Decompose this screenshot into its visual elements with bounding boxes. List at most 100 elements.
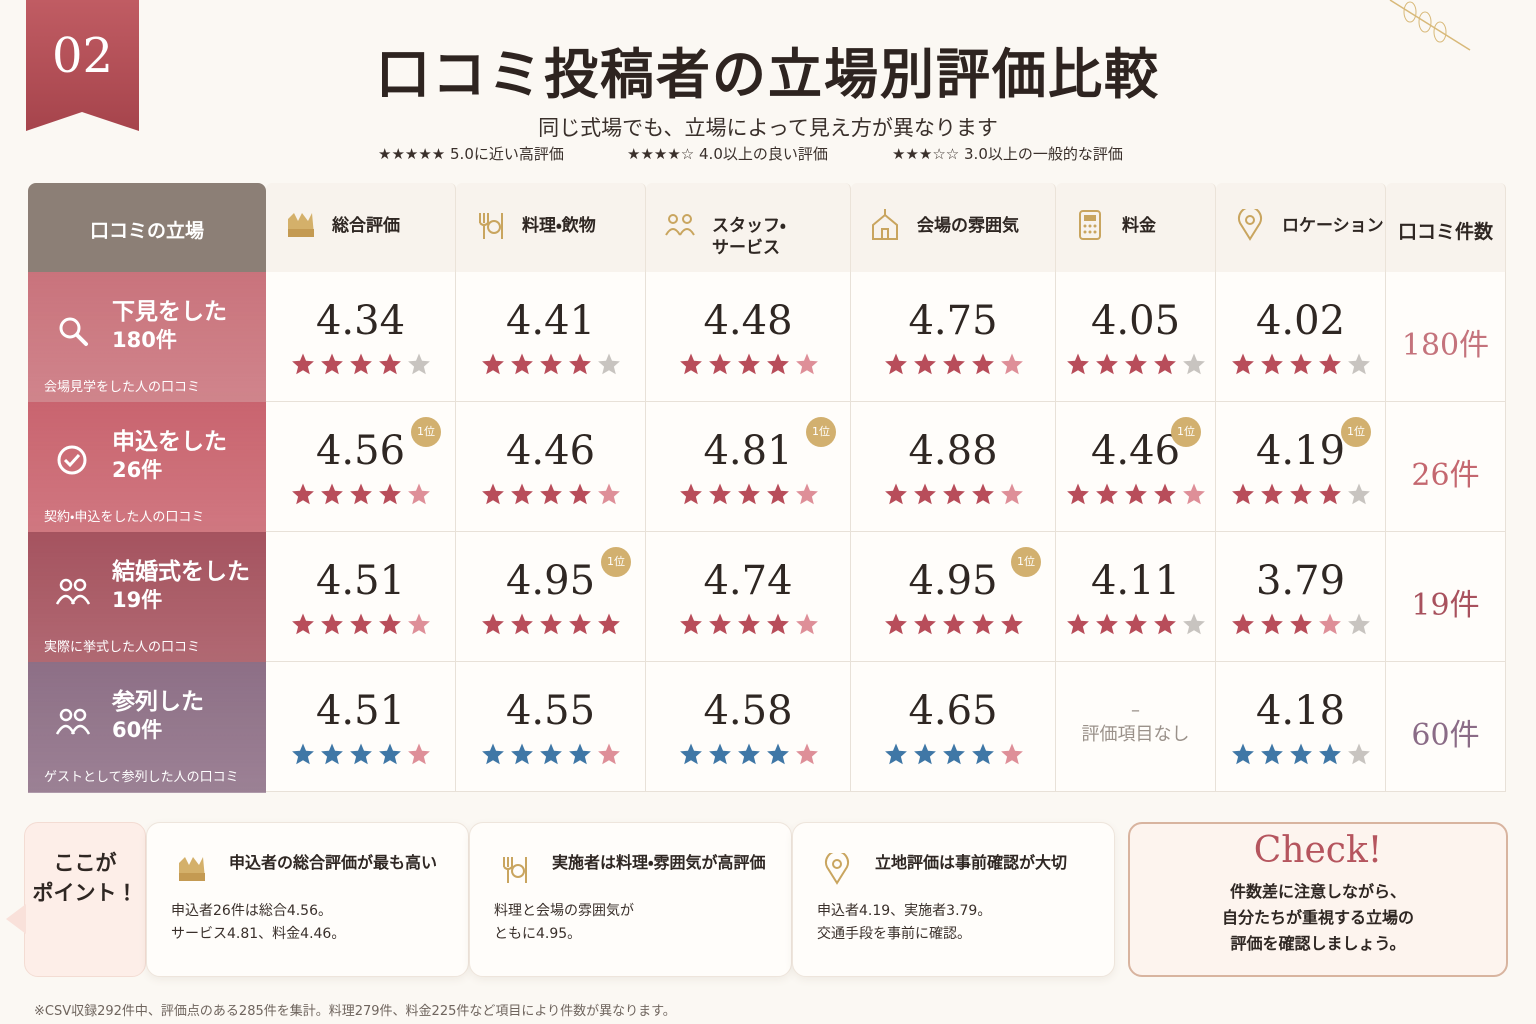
score-cell: 4.51 — [266, 662, 456, 792]
count-cell: 26件 — [1386, 402, 1506, 532]
card-body: 交通手段を事前に確認。 — [817, 926, 971, 942]
score: 4.51 — [315, 688, 406, 734]
row-note: 契約・申込をした人の口コミ — [44, 510, 205, 525]
star-rating — [885, 353, 1023, 375]
star-rating — [292, 743, 430, 765]
score: 4.58 — [703, 688, 793, 734]
score: 4.95 — [505, 558, 596, 604]
score-cell: 4.74 — [646, 532, 851, 662]
score: 4.46 — [1090, 428, 1181, 474]
column-header: ロケーション — [1216, 183, 1386, 272]
row-name: 参列した — [112, 689, 204, 715]
score: 4.05 — [1090, 298, 1181, 344]
star-rating — [1067, 613, 1205, 635]
card-body: 申込者26件は総合4.56。 — [171, 903, 332, 919]
footnote: ※CSV収録292件中、評価点のある285件を集計。料理279件、料金225件な… — [34, 1004, 676, 1019]
score: 4.51 — [315, 558, 406, 604]
point-label-box: ここがポイント！ — [24, 822, 146, 977]
row-header: 下見をした 180件 会場見学をした人の口コミ — [28, 272, 266, 403]
score-cell: 4.75 — [851, 272, 1056, 402]
column-title: ロケーション — [1282, 216, 1384, 236]
rank-badge: 1位 — [1341, 417, 1371, 447]
score: 4.75 — [908, 298, 998, 344]
score: 4.88 — [908, 428, 998, 474]
column-title: 総合評価 — [332, 216, 400, 236]
star-rating — [482, 353, 620, 375]
row-icon — [59, 317, 88, 346]
point-card: 申込者の総合評価が最も高い 申込者26件は総合4.56。 サービス4.81、料金4.… — [146, 822, 469, 977]
point-card: 実施者は料理・雰囲気が高評価 料理と会場の雰囲気が ともに4.95。 — [469, 822, 792, 977]
star-rating — [885, 613, 1023, 635]
check-body: 評価を確認しましょう。 — [1230, 934, 1406, 953]
row-count: 19件 — [112, 588, 163, 612]
point-label: ポイント！ — [32, 881, 138, 905]
score: 4.18 — [1255, 688, 1346, 734]
point-arrow — [6, 904, 26, 934]
score-cell: 4.56 1位 — [266, 402, 456, 532]
star-rating — [680, 613, 818, 635]
score: 4.19 — [1255, 428, 1346, 474]
score-cell: 4.48 — [646, 272, 851, 402]
decoration — [1389, 0, 1471, 51]
score-cell: 4.65 — [851, 662, 1056, 792]
score-cell: 4.34 — [266, 272, 456, 402]
row-note: ゲストとして参列した人の口コミ — [44, 770, 239, 785]
card-body: サービス4.81、料金4.46。 — [171, 926, 346, 942]
row-icon — [57, 445, 87, 475]
card-body: 申込者4.19、実施者3.79。 — [817, 903, 992, 919]
legend-item: ★★★★☆ 4.0以上の良い評価 — [627, 145, 828, 163]
row-name: 下見をした — [112, 299, 227, 325]
score: 4.56 — [315, 428, 406, 474]
star-rating — [292, 353, 430, 375]
score-cell: 4.18 — [1216, 662, 1386, 792]
score-cell: 4.55 — [456, 662, 646, 792]
count-header: 口コミ件数 — [1386, 183, 1506, 272]
star-rating — [885, 743, 1023, 765]
badge-number: 02 — [51, 28, 114, 84]
score: 4.81 — [703, 428, 793, 474]
card-icon — [179, 857, 205, 881]
score: 3.79 — [1255, 558, 1346, 604]
score-cell: 4.41 — [456, 272, 646, 402]
rank-badge: 1位 — [411, 417, 441, 447]
score: 4.65 — [908, 688, 998, 734]
column-icon — [665, 214, 695, 236]
column-icon — [288, 213, 314, 237]
score-cell: 4.46 — [456, 402, 646, 532]
row-note: 会場見学をした人の口コミ — [44, 380, 201, 395]
card-title: 立地評価は事前確認が大切 — [875, 853, 1068, 872]
score-cell: – 評価項目なし — [1056, 662, 1216, 792]
column-icon — [479, 213, 503, 239]
count-value: 60件 — [1411, 718, 1480, 753]
row-name: 結婚式をした — [112, 559, 250, 585]
star-rating — [885, 483, 1023, 505]
count-header-text: 口コミ件数 — [1397, 221, 1493, 243]
count-cell: 60件 — [1386, 662, 1506, 792]
column-title: 料金 — [1122, 216, 1156, 236]
score: 4.46 — [505, 428, 596, 474]
column-icon — [872, 209, 898, 240]
star-rating — [1232, 613, 1370, 635]
column-header: スタッフ・ サービス — [646, 183, 851, 272]
score-cell: 4.58 — [646, 662, 851, 792]
star-rating — [680, 483, 818, 505]
star-rating — [1232, 743, 1370, 765]
score: 4.34 — [315, 298, 406, 344]
rank-badge: 1位 — [601, 547, 631, 577]
star-rating — [482, 613, 620, 635]
row-icon — [56, 578, 90, 605]
score-cell: 4.11 — [1056, 532, 1216, 662]
badge-ribbon — [26, 0, 139, 131]
row-name: 申込をした — [112, 429, 227, 455]
count-cell: 180件 — [1386, 272, 1506, 402]
star-rating — [292, 483, 430, 505]
column-title: 会場の雰囲気 — [917, 216, 1019, 236]
star-rating — [680, 353, 818, 375]
score-cell: 4.46 1位 — [1056, 402, 1216, 532]
column-title: 料理・飲物 — [522, 216, 596, 236]
score-cell: 4.95 1位 — [456, 532, 646, 662]
star-rating — [1232, 483, 1370, 505]
score: 4.95 — [908, 558, 998, 604]
card-body: 料理と会場の雰囲気が — [494, 903, 634, 919]
point-label: ここが — [53, 851, 117, 875]
